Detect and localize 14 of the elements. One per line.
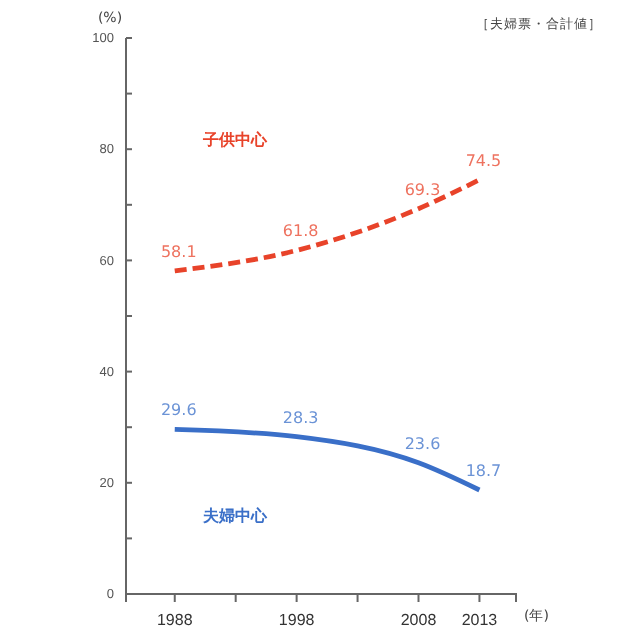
x-tick-label: 2013 [461, 611, 499, 630]
data-label: 58.1 [160, 242, 197, 261]
data-label: 74.5 [465, 151, 502, 170]
data-label: 23.6 [404, 434, 441, 453]
data-label: 61.8 [282, 222, 319, 241]
x-tick-label: 1998 [278, 611, 316, 630]
x-tick-label: 1988 [156, 611, 194, 630]
x-tick-label: 2008 [400, 611, 438, 630]
text: 子供中心 [200, 128, 269, 149]
data-label: 28.3 [282, 408, 319, 427]
data-label: 29.6 [160, 401, 197, 420]
data-label: 69.3 [404, 180, 441, 199]
text: 夫婦中心 [200, 505, 269, 526]
data-label: 18.7 [465, 462, 502, 481]
